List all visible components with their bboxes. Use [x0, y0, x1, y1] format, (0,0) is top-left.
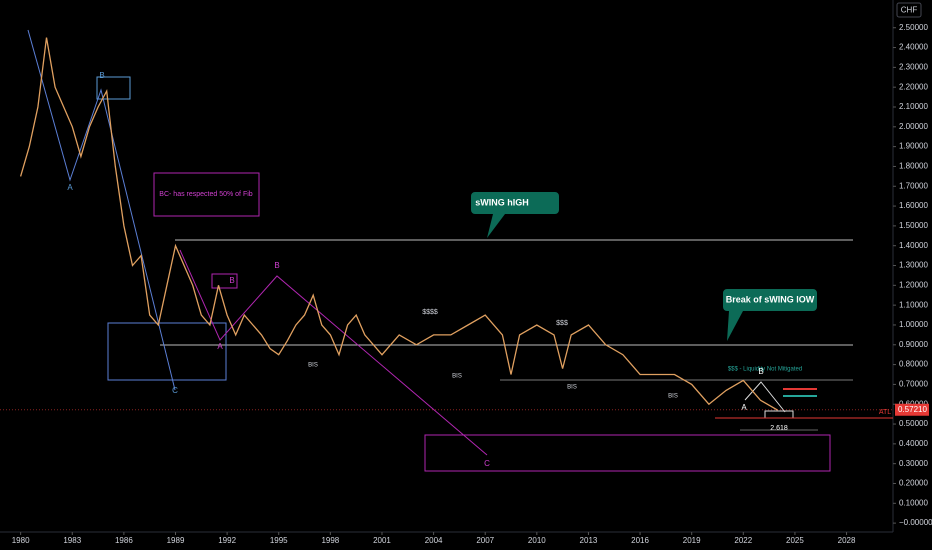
currency-box [896, 2, 922, 18]
annotation: BIS [668, 394, 678, 400]
last-price-tag [895, 403, 929, 416]
annotation: $$$$ [422, 309, 438, 316]
y-tick-label: 0.10000 [899, 498, 928, 507]
x-tick-label: 2010 [528, 536, 546, 545]
y-tick-label: 1.70000 [899, 181, 928, 190]
zone-box [107, 322, 227, 381]
x-tick-label: 2028 [838, 536, 856, 545]
y-tick-label: 0.90000 [899, 340, 928, 349]
y-tick-label: 1.80000 [899, 162, 928, 171]
x-tick-label: 2013 [580, 536, 598, 545]
wave [744, 381, 786, 413]
x-tick-label: 2022 [734, 536, 752, 545]
x-tick-label: 1983 [63, 536, 81, 545]
annotation: ATL [879, 409, 891, 416]
y-tick-label: 2.20000 [899, 82, 928, 91]
wave-label: B [758, 367, 763, 376]
y-tick-label: 0.80000 [899, 360, 928, 369]
annotation: BIS [308, 363, 318, 369]
x-tick-label: 2007 [476, 536, 494, 545]
zone-box [211, 273, 238, 289]
x-tick-label: 1998 [321, 536, 339, 545]
wave-label: A [741, 403, 747, 412]
wave-label: C [484, 459, 490, 468]
y-tick-label: 2.50000 [899, 23, 928, 32]
annotation: $$$ [556, 320, 568, 327]
wave-label: A [67, 183, 73, 192]
drawings [27, 29, 893, 472]
y-tick-label: 0.40000 [899, 439, 928, 448]
x-tick-label: 2001 [373, 536, 391, 545]
y-tick-label: 2.40000 [899, 43, 928, 52]
wave [27, 29, 176, 391]
annotation: BIS [452, 374, 462, 380]
marker [783, 388, 817, 390]
currency: CHF [901, 6, 918, 15]
x-tick-label: 2019 [683, 536, 701, 545]
y-tick-label: 1.60000 [899, 201, 928, 210]
y-tick-label: 1.20000 [899, 280, 928, 289]
x-tick-label: 2016 [631, 536, 649, 545]
x-tick-label: 1989 [167, 536, 185, 545]
price-line [19, 37, 779, 411]
y-tick-label: 2.00000 [899, 122, 928, 131]
target-box [424, 434, 831, 472]
annotation: BC- has respected 50% of Fib [159, 191, 252, 198]
annotation: $$$ - Liquidity Not Mitigated [728, 367, 802, 373]
y-tick-label: 1.40000 [899, 241, 928, 250]
wave-label: A [217, 342, 223, 351]
x-tick-label: 1995 [270, 536, 288, 545]
last-price-label: 0.57210 [898, 405, 927, 414]
callout [723, 289, 817, 341]
x-tick-label: 1992 [218, 536, 236, 545]
x-tick-label: 2004 [425, 536, 443, 545]
y-tick-label: 1.00000 [899, 320, 928, 329]
y-tick-label: 1.10000 [899, 300, 928, 309]
y-tick-label: −0.00000 [899, 518, 932, 527]
y-tick-label: 0.50000 [899, 419, 928, 428]
y-tick-label: 0.70000 [899, 380, 928, 389]
wave-label: B [229, 276, 234, 285]
y-tick-label: 1.50000 [899, 221, 928, 230]
annotation: sWING hIGH [475, 197, 529, 207]
note-box [153, 172, 260, 217]
callout [471, 192, 559, 238]
annotation: Break of sWING lOW [726, 294, 815, 304]
wave-label: B [99, 71, 104, 80]
annotation: BIS [567, 385, 577, 391]
annotation: 2.618 [770, 425, 788, 432]
x-tick-label: 2025 [786, 536, 804, 545]
marker [783, 395, 817, 397]
wave [179, 249, 488, 456]
x-tick-label: 1980 [12, 536, 30, 545]
y-tick-label: 2.10000 [899, 102, 928, 111]
y-tick-label: 1.90000 [899, 142, 928, 151]
y-tick-label: 2.30000 [899, 62, 928, 71]
y-tick-label: 0.30000 [899, 459, 928, 468]
y-tick-label: 1.30000 [899, 261, 928, 270]
wave-label: C [172, 386, 178, 395]
x-tick-label: 1986 [115, 536, 133, 545]
wave-label: B [274, 261, 279, 270]
zone-box [96, 76, 131, 100]
y-tick-label: 0.20000 [899, 479, 928, 488]
